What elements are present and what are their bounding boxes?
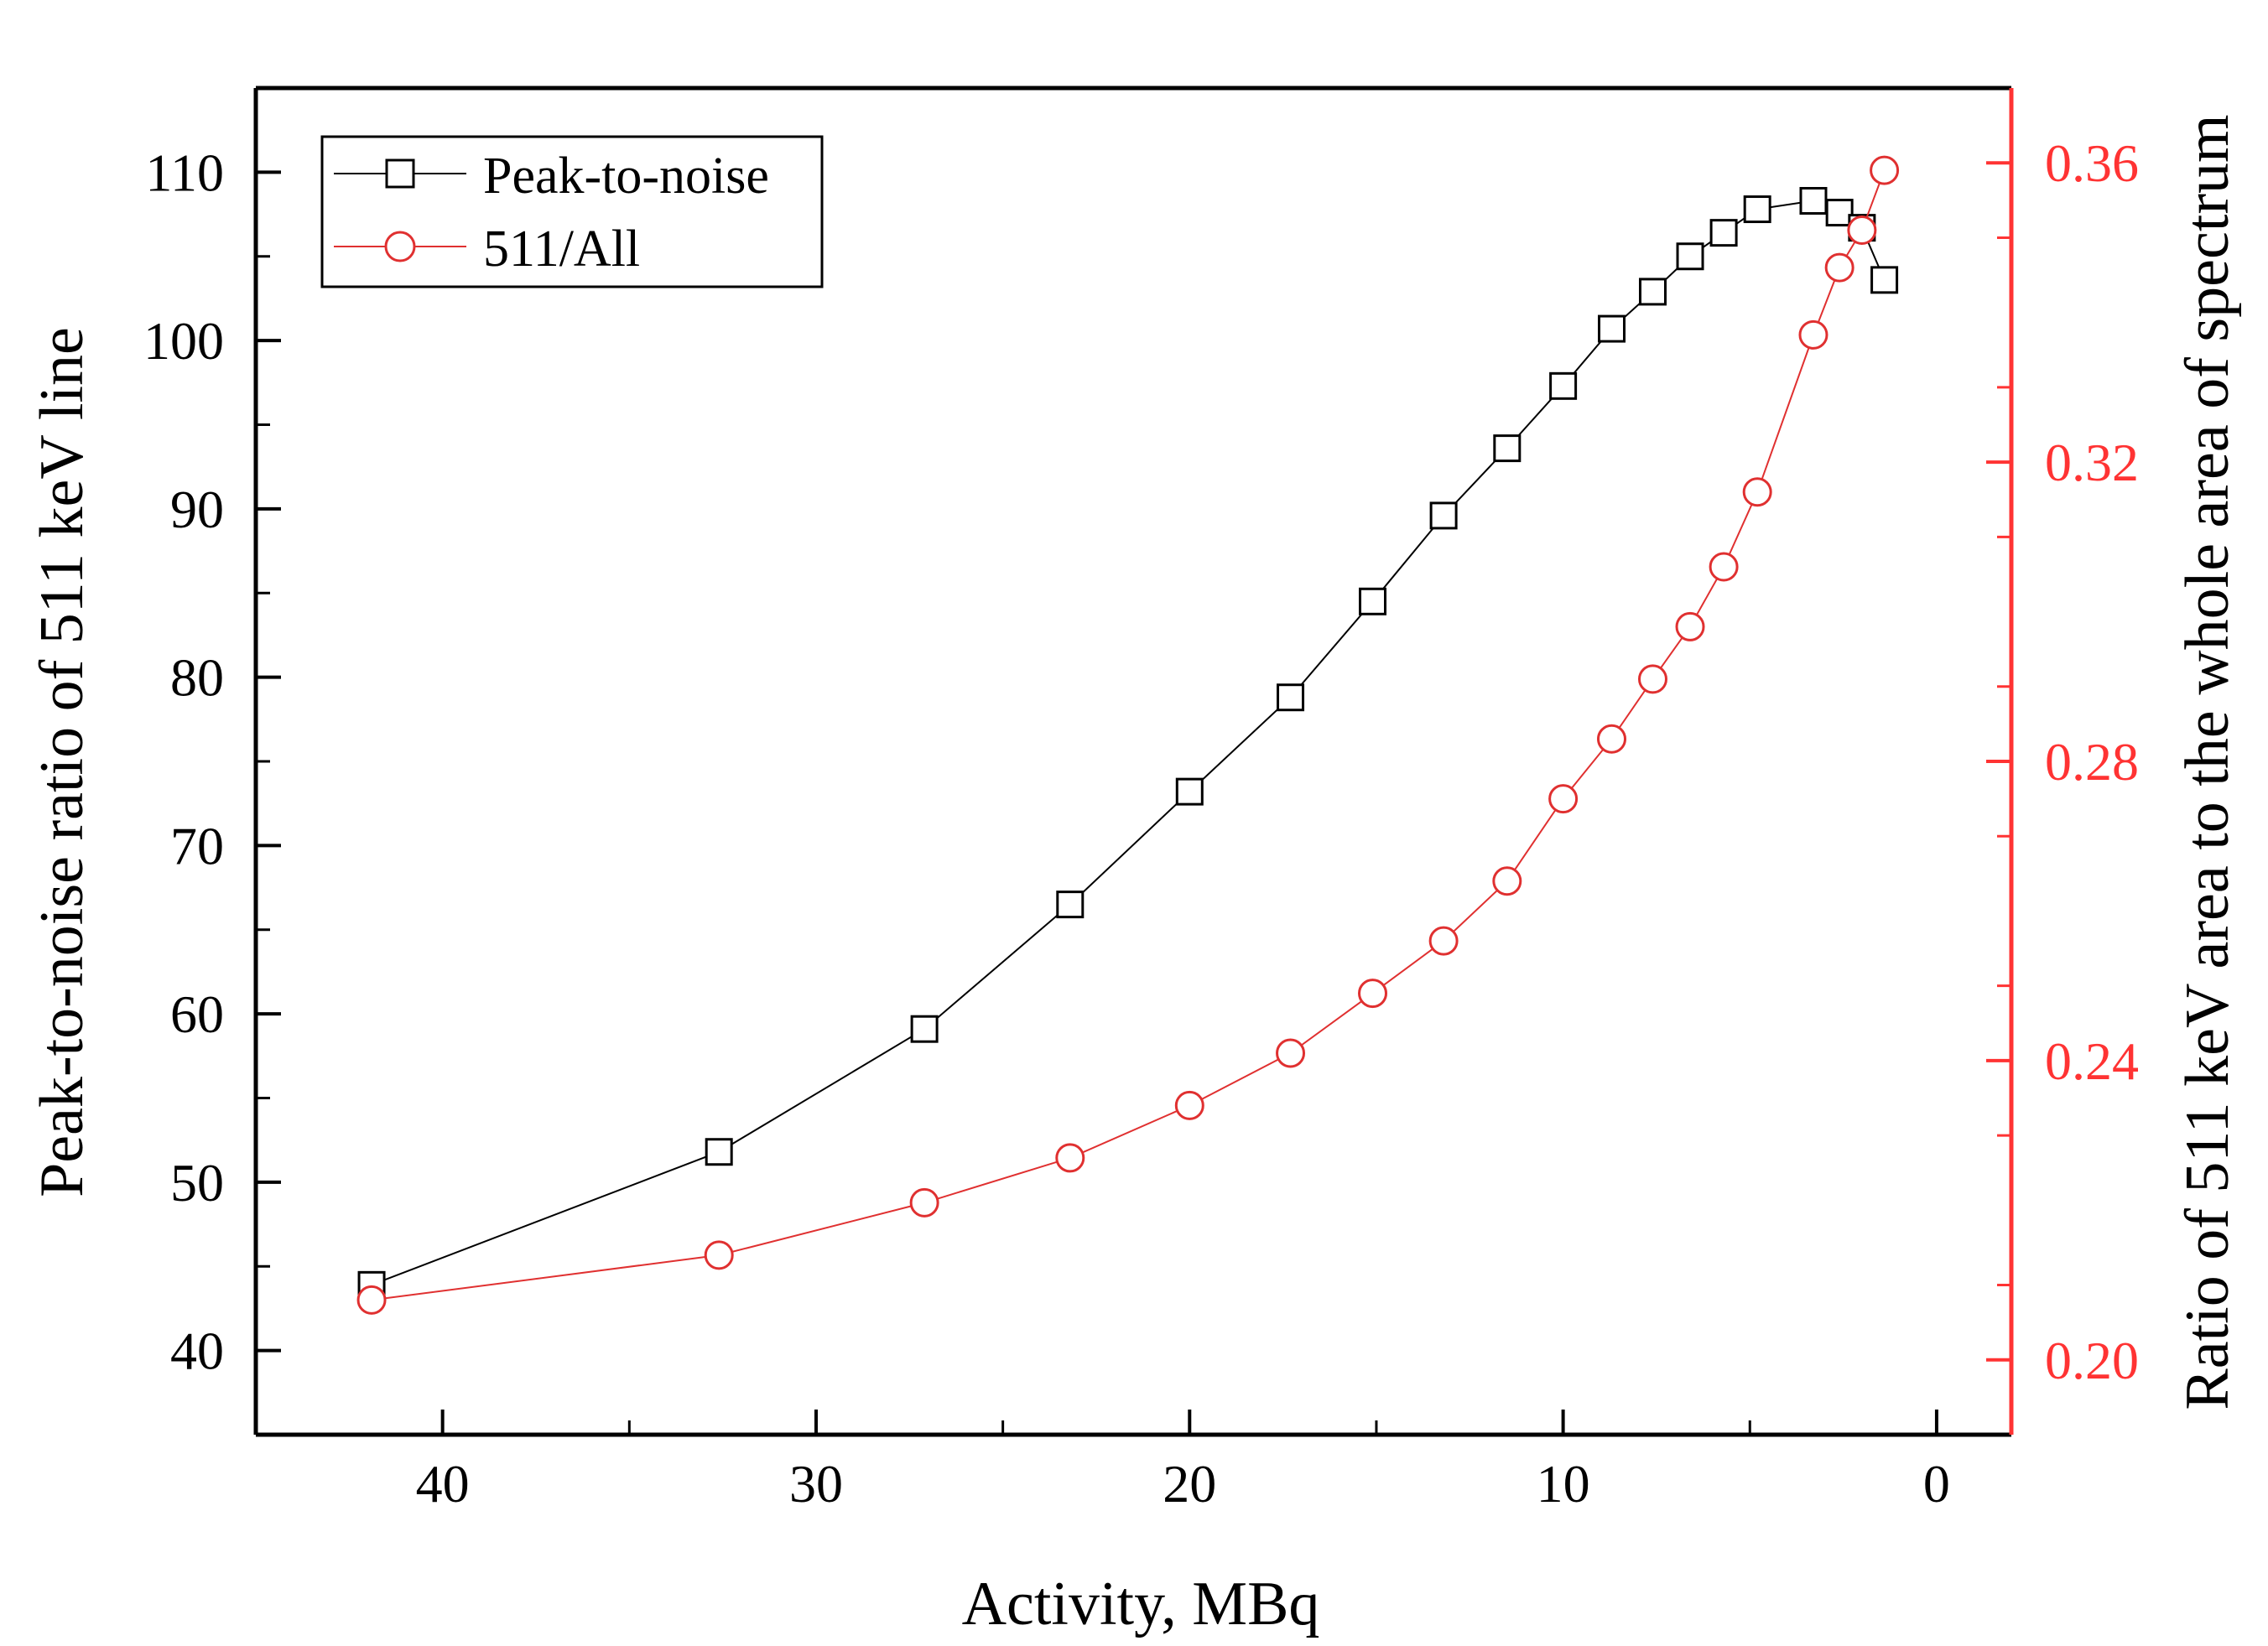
ratio-511-all-point: [1709, 552, 1739, 582]
ratio-511-all-point: [1597, 724, 1627, 754]
ratio-511-all-point: [1174, 1090, 1204, 1120]
ratio-511-all-point: [1358, 979, 1388, 1009]
ratio-511-all-point: [1798, 319, 1828, 350]
right-y-tick-label: 0.28: [2045, 732, 2139, 792]
left-y-tick-label: 80: [170, 648, 224, 708]
peak-to-noise-point: [1743, 195, 1771, 224]
ratio-511-all-point: [1870, 155, 1900, 185]
ratio-511-all-point: [1428, 926, 1459, 956]
peak-to-noise-point: [1493, 434, 1522, 463]
x-tick-label: 30: [789, 1454, 843, 1514]
legend: Peak-to-noise 511/All: [320, 135, 824, 288]
peak-to-noise-point: [1277, 683, 1305, 712]
ratio-511-all-point: [909, 1187, 939, 1218]
legend-marker-circle: [384, 231, 416, 262]
ratio-511-all-point: [1742, 477, 1772, 507]
left-y-tick-label: 40: [170, 1321, 224, 1381]
ratio-511-all-point: [1824, 252, 1854, 283]
ratio-511-all-point: [1637, 664, 1667, 694]
right-y-axis-title: Ratio of 511 keV area to the whole area …: [2173, 114, 2242, 1410]
peak-to-noise-point: [910, 1015, 939, 1043]
x-axis-title: Activity, MBq: [962, 1570, 1320, 1638]
peak-to-noise-point: [1359, 587, 1387, 615]
ticks-layer: 40 30 20 10 04050607080901001100.200.240.280…: [143, 86, 2139, 1514]
x-tick-label: 40: [416, 1454, 470, 1514]
ratio-511-all-point: [1847, 215, 1877, 246]
peak-to-noise-point: [1598, 314, 1626, 343]
legend-label-511-all: 511/All: [483, 221, 640, 278]
ratio-511-all-line: [371, 169, 1886, 1301]
x-tick-label: 20: [1163, 1454, 1216, 1514]
left-y-axis-title: Peak-to-noise ratio of 511 keV line: [28, 327, 96, 1197]
ratio-511-all-series: [356, 155, 1900, 1315]
peak-to-noise-point: [1056, 891, 1085, 919]
left-y-tick-label: 70: [170, 816, 224, 875]
ratio-511-all-point: [356, 1285, 387, 1315]
right-y-tick-label: 0.24: [2045, 1031, 2139, 1091]
peak-to-noise-point: [1175, 777, 1204, 806]
left-y-tick-label: 50: [170, 1153, 224, 1212]
left-y-tick-label: 90: [170, 480, 224, 539]
ratio-511-all-point: [1548, 784, 1579, 814]
ratio-511-all-point: [1276, 1038, 1306, 1068]
right-y-tick-label: 0.32: [2045, 433, 2139, 492]
peak-to-noise-point: [1549, 371, 1578, 400]
right-y-tick-label: 0.20: [2045, 1331, 2139, 1390]
ratio-511-all-point: [1492, 866, 1522, 896]
peak-to-noise-point: [1799, 187, 1828, 215]
left-y-tick-label: 60: [170, 984, 224, 1044]
peak-to-noise-point: [1825, 199, 1854, 227]
peak-to-noise-point: [1709, 219, 1738, 247]
left-y-tick-label: 100: [143, 311, 224, 371]
peak-to-noise-point: [705, 1138, 733, 1166]
ratio-511-all-point: [1055, 1143, 1085, 1173]
peak-to-noise-point: [1429, 501, 1458, 530]
legend-label-peak-to-noise: Peak-to-noise: [483, 148, 769, 205]
ratio-511-all-point: [1675, 611, 1705, 641]
x-tick-label: 0: [1923, 1454, 1950, 1514]
ratio-511-all-point: [704, 1240, 734, 1270]
peak-to-noise-point: [1676, 242, 1704, 271]
peak-to-noise-series: [357, 187, 1899, 1299]
left-y-tick-label: 110: [145, 143, 224, 202]
x-tick-label: 10: [1537, 1454, 1590, 1514]
peak-to-noise-point: [1638, 278, 1667, 306]
peak-to-noise-line: [371, 200, 1886, 1286]
right-y-tick-label: 0.36: [2045, 133, 2139, 193]
peak-to-noise-point: [1870, 266, 1899, 294]
legend-marker-square: [385, 158, 415, 189]
